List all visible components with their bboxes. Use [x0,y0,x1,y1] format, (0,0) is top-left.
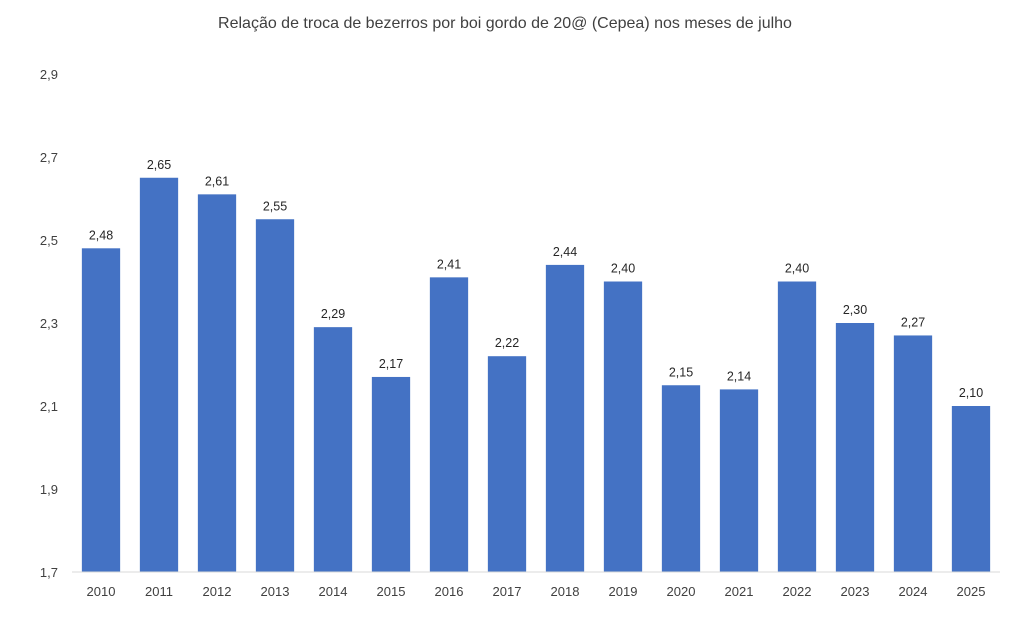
bar-2025 [951,406,991,572]
y-tick-label: 2,5 [40,233,58,248]
data-label: 2,41 [437,257,461,271]
x-tick-label: 2022 [783,584,812,599]
x-tick-label: 2012 [203,584,232,599]
bar-2011 [139,177,179,572]
x-tick-label: 2024 [899,584,928,599]
x-tick-label: 2019 [609,584,638,599]
data-label: 2,40 [785,262,809,276]
data-label: 2,55 [263,199,287,213]
bar-2013 [255,219,295,572]
data-label: 2,48 [89,228,113,242]
x-tick-label: 2017 [493,584,522,599]
y-tick-label: 2,7 [40,150,58,165]
bar-2020 [661,385,701,572]
x-tick-label: 2011 [145,584,173,599]
data-label: 2,27 [901,315,925,329]
y-tick-label: 1,9 [40,482,58,497]
x-axis: 2010 2011 2012 2013 2014 2015 2016 2017 2018 2019… [72,571,1000,599]
data-label: 2,61 [205,174,229,188]
data-labels: 2,48 2,65 2,61 2,55 2,29 2,17 2,41 2,22 2,44 2,40… [89,158,983,400]
x-tick-label: 2025 [957,584,986,599]
data-label: 2,30 [843,303,867,317]
data-label: 2,40 [611,262,635,276]
data-label: 2,22 [495,336,519,350]
y-tick-label: 2,1 [40,399,58,414]
chart-title: Relação de troca de bezerros por boi gor… [218,15,792,32]
bar-2014 [313,327,353,572]
bar-2018 [545,264,585,572]
data-label: 2,29 [321,307,345,321]
data-label: 2,15 [669,365,693,379]
bar-2012 [197,194,237,572]
x-tick-label: 2016 [435,584,464,599]
bars [81,177,991,573]
x-tick-label: 2015 [377,584,406,599]
bar-2017 [487,356,527,572]
data-label: 2,17 [379,357,403,371]
y-tick-label: 1,7 [40,565,58,580]
bar-2024 [893,335,933,572]
data-label: 2,14 [727,369,751,383]
x-tick-label: 2013 [261,584,290,599]
data-label: 2,65 [147,158,171,172]
y-tick-label: 2,9 [40,67,58,82]
bar-2010 [81,248,121,573]
bar-2016 [429,277,469,572]
x-tick-label: 2010 [87,584,116,599]
bar-2021 [719,389,759,572]
x-tick-label: 2014 [319,584,348,599]
x-tick-label: 2020 [667,584,696,599]
bar-2015 [371,376,411,572]
y-tick-label: 2,3 [40,316,58,331]
data-label: 2,44 [553,245,577,259]
data-label: 2,10 [959,386,983,400]
bar-2022 [777,281,817,572]
x-tick-label: 2021 [725,584,754,599]
x-tick-label: 2023 [841,584,870,599]
bar-2023 [835,323,875,572]
y-axis: 1,7 1,9 2,1 2,3 2,5 2,7 2,9 [40,67,58,580]
bar-2019 [603,281,643,572]
x-tick-label: 2018 [551,584,580,599]
